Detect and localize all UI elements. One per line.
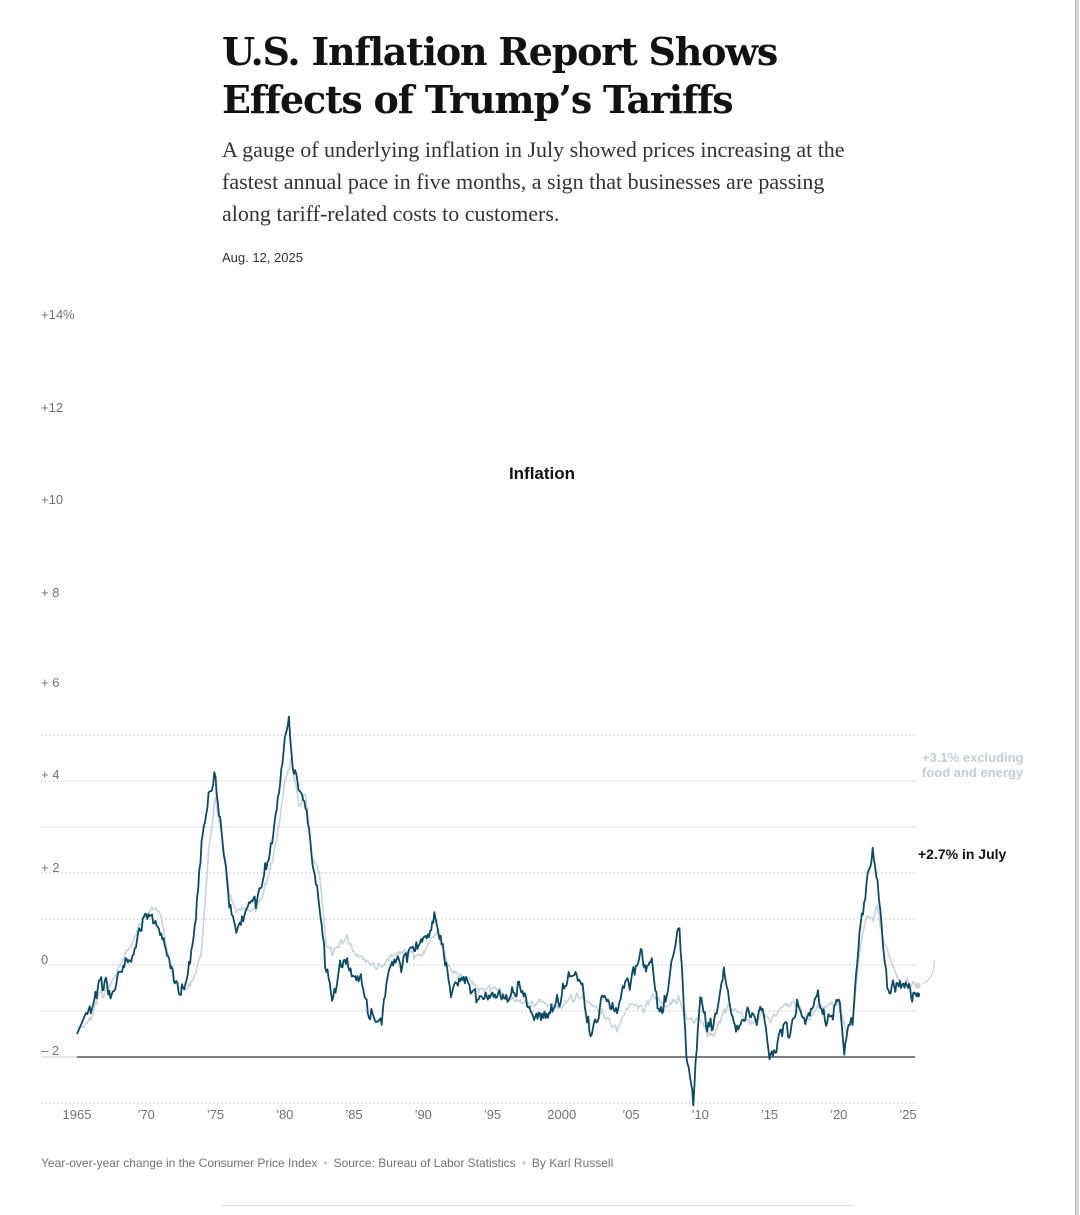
y-tick-label: – 2: [41, 1043, 60, 1058]
core-line: [77, 757, 917, 1038]
headline-end-dot: [915, 992, 921, 998]
chart-title: Inflation: [508, 464, 576, 483]
x-axis-labels: 1965 ’70 ’75 ’80 ’85 ’90 ’95 2000 ’05 ’10 ’15 ’20 ’2…: [63, 1107, 917, 1122]
headline-annotation: +2.7% in July: [918, 846, 1007, 862]
chart-description: Year-over-year change in the Consumer Pr…: [41, 1156, 318, 1170]
y-tick-label: +10: [41, 492, 64, 507]
x-tick-label: ’80: [276, 1107, 293, 1122]
x-tick-label: ’25: [899, 1107, 916, 1122]
chart-byline: By Karl Russell: [531, 1156, 614, 1170]
divider: [222, 1205, 854, 1206]
core-end-dot: [914, 982, 921, 989]
headline: U.S. Inflation Report Shows Effects of T…: [222, 29, 778, 122]
y-tick-label: + 8: [41, 585, 60, 600]
chart-credits: Year-over-year change in the Consumer Pr…: [41, 1156, 613, 1170]
x-tick-label: ’90: [415, 1107, 432, 1122]
x-tick-label: ’75: [207, 1107, 224, 1122]
window-edge: [1075, 0, 1079, 1215]
y-tick-label: 0: [41, 952, 49, 967]
x-tick-label: 1965: [63, 1107, 92, 1122]
y-tick-label: + 2: [41, 860, 60, 875]
x-tick-label: ’20: [830, 1107, 847, 1122]
x-tick-label: ’70: [138, 1107, 155, 1122]
x-tick-label: ’10: [692, 1107, 709, 1122]
chart-source: Source: Bureau of Labor Statistics: [333, 1156, 516, 1170]
x-tick-label: 2000: [547, 1107, 576, 1122]
series-lines: [76, 715, 936, 1107]
separator-dot: •: [323, 1156, 328, 1170]
x-tick-label: ’05: [622, 1107, 639, 1122]
separator-dot: •: [521, 1156, 526, 1170]
headline-line: [76, 715, 917, 1107]
annotation-arrow: [922, 960, 936, 985]
y-tick-label: + 6: [41, 675, 60, 690]
x-tick-label: ’15: [761, 1107, 778, 1122]
x-tick-label: ’95: [484, 1107, 501, 1122]
core-annotation: +3.1% excluding food and energy: [922, 750, 1024, 780]
summary: A gauge of underlying inflation in July …: [222, 137, 845, 226]
x-tick-label: ’85: [345, 1107, 362, 1122]
y-tick-label: + 4: [41, 767, 60, 782]
y-tick-label: +12: [41, 400, 64, 415]
y-tick-label: +14%: [41, 307, 75, 322]
publish-date: Aug. 12, 2025: [222, 250, 303, 265]
gridlines: [41, 734, 915, 1104]
